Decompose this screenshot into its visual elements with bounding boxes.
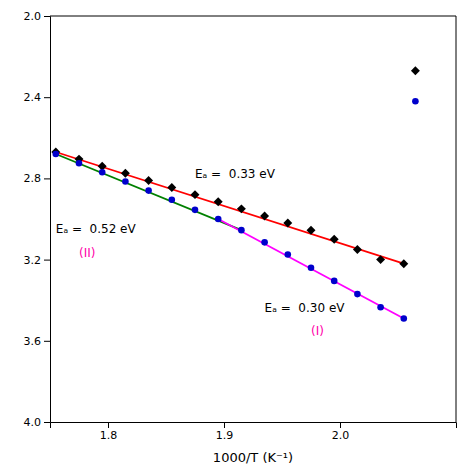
tick-mark <box>340 422 341 428</box>
tick-mark <box>44 97 50 98</box>
diamond-point <box>191 190 200 199</box>
x-axis: 1.8 1.9 2.0 <box>51 422 457 442</box>
axis-line <box>44 17 51 423</box>
circle-point <box>285 251 292 258</box>
axis-line <box>51 423 457 429</box>
diamond-point <box>214 197 223 206</box>
tick: 4.0 <box>24 416 51 429</box>
circle-point <box>53 151 60 158</box>
circle-point <box>99 169 106 176</box>
circle-point <box>215 216 222 223</box>
circle-point <box>308 264 315 271</box>
marks <box>51 66 420 321</box>
tick-label: 3.2 <box>24 254 42 267</box>
tick-mark <box>44 260 50 261</box>
tick-mark <box>44 422 50 423</box>
circle-point <box>76 160 83 167</box>
tick-mark <box>108 422 109 428</box>
annotation: Eₐ = 0.30 eV <box>265 301 346 315</box>
points <box>51 66 420 321</box>
tick-mark <box>44 341 50 342</box>
tick: 1.9 <box>216 422 234 442</box>
tick-label: 3.6 <box>24 335 42 348</box>
annotation: Eₐ = 0.33 eV <box>195 167 276 181</box>
diamond-point <box>353 245 362 254</box>
chart: 1.81.92.02.02.42.83.23.64.0Eₐ = 0.33 eVE… <box>0 0 474 474</box>
tick-label: 4.0 <box>24 416 42 429</box>
diamond-point <box>237 204 246 213</box>
circle-point <box>377 304 384 311</box>
diamond-point <box>144 176 153 185</box>
circle-point <box>412 98 419 105</box>
diamond-point <box>121 169 130 178</box>
diamond-point <box>411 66 420 75</box>
diamond-point <box>399 259 408 268</box>
tick-label: 1.8 <box>100 429 118 442</box>
circle-point <box>401 315 408 322</box>
fit-line <box>56 152 404 264</box>
fit-line <box>56 154 242 230</box>
y-axis: 2.0 2.4 2.8 3.2 3.6 4.0 <box>24 10 51 429</box>
annotation: Eₐ = 0.52 eV <box>56 222 137 236</box>
tick-label: 2.0 <box>332 429 350 442</box>
diamond-point <box>330 235 339 244</box>
circle-point <box>354 291 361 298</box>
frame <box>456 16 457 422</box>
tick: 3.6 <box>24 335 51 348</box>
tick-label: 1.9 <box>216 429 234 442</box>
tick-mark <box>224 422 225 428</box>
diamond-point <box>167 183 176 192</box>
tick: 2.8 <box>24 172 51 185</box>
circle-point <box>261 239 268 246</box>
circle-point <box>331 278 338 285</box>
fit-line <box>218 219 404 318</box>
tick: 1.8 <box>100 422 118 442</box>
frame <box>50 16 456 17</box>
diamond-point <box>283 219 292 228</box>
circle-point <box>122 178 129 185</box>
x-axis-title: 1000/T (K⁻¹) <box>213 450 293 465</box>
lines <box>56 152 404 318</box>
diamond-point <box>376 255 385 264</box>
circle-point <box>238 227 245 234</box>
annotations: Eₐ = 0.33 eV Eₐ = 0.52 eV (II) Eₐ = 0.30 eV… <box>56 167 345 338</box>
diamond-point <box>260 211 269 220</box>
tick: 2.0 <box>24 10 51 23</box>
tick-mark <box>44 16 50 17</box>
circle-point <box>169 196 176 203</box>
diamond-point <box>307 226 316 235</box>
tick: 2.4 <box>24 91 51 104</box>
tick-label: 2.4 <box>24 91 42 104</box>
annotation: (I) <box>311 324 324 338</box>
tick-mark <box>44 178 50 179</box>
tick: 3.2 <box>24 254 51 267</box>
circle-point <box>145 187 152 194</box>
plot: 1.81.92.02.02.42.83.23.64.0Eₐ = 0.33 eVE… <box>24 10 457 442</box>
tick-label: 2.8 <box>24 172 42 185</box>
annotation: (II) <box>79 246 95 260</box>
tick: 2.0 <box>332 422 350 442</box>
diamond-point <box>51 148 60 157</box>
tick-label: 2.0 <box>24 10 42 23</box>
circle-point <box>192 207 199 214</box>
